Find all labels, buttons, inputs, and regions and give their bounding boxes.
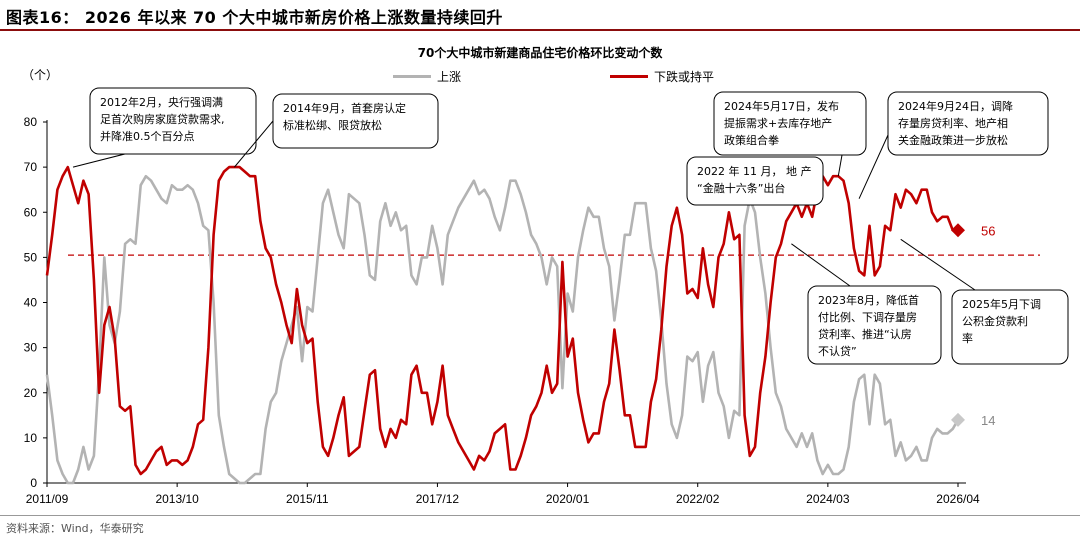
x-tick-label: 2011/09 [26,492,69,506]
end-value-label-rise: 14 [981,413,995,428]
y-tick-label: 70 [24,160,38,174]
series-line-rise [45,174,960,485]
annotation-text: 不认贷” [818,344,857,358]
y-tick-label: 60 [24,205,38,219]
annotation-text: 2025年5月下调 [962,297,1041,311]
legend-item-fall: 下跌或持平 [610,68,714,85]
annotation-text: 2024年5月17日，发布 [724,99,839,113]
annotation-pointer [791,243,851,287]
annotation-text: 足首次购房家庭贷款需求, [100,112,225,126]
annotation-box [89,87,257,155]
annotation-box [272,93,439,149]
annotation-text: 率 [962,331,973,345]
y-tick-label: 80 [24,115,38,129]
x-tick-label: 2020/01 [546,492,590,506]
annotation-pointer [234,120,274,168]
annotation-text: “金融十六条”出台 [697,181,785,195]
legend-swatch-rise [393,75,431,78]
legend-swatch-fall [610,75,648,78]
annotation-text: 2024年9月24日，调降 [898,99,1013,113]
annotation-text: 存量房贷利率、地产相 [898,116,1008,130]
y-tick-label: 20 [24,386,38,400]
annotation-text: 2012年2月，央行强调满 [100,95,223,109]
annotation-text: 2014年9月，首套房认定 [283,101,406,115]
y-tick-label: 50 [24,250,38,264]
annotation-box [807,285,942,365]
annotation-text: 并降准0.5个百分点 [100,129,195,143]
x-tick-label: 2022/02 [676,492,720,506]
legend-label-rise: 上涨 [437,70,462,84]
annotation-pointer [837,154,843,177]
annotation-text: 提振需求+去库存地产 [724,116,832,130]
x-tick-label: 2015/11 [286,492,329,506]
footer-rule [0,515,1080,516]
source-note: 资料来源：Wind，华泰研究 [6,522,144,535]
x-tick-label: 2017/12 [416,492,460,506]
x-tick-label: 2013/10 [155,492,199,506]
y-tick-label: 30 [24,341,38,355]
annotation-text: 付比例、下调存量房 [818,310,917,324]
figure-title: 图表16： 2026 年以来 70 个大中城市新房价格上涨数量持续回升 [6,8,503,27]
chart-title: 70个大中城市新建商品住宅价格环比变动个数 [417,46,663,60]
annotation-box [951,289,1069,365]
annotation-text: 贷利率、推进“认房 [818,327,912,341]
x-tick-label: 2024/03 [806,492,850,506]
annotation-box [686,156,824,206]
annotation-pointer [900,238,976,291]
annotation-text: 标准松绑、限贷放松 [283,118,382,132]
annotation-box [713,91,867,156]
title-rule [0,29,1080,31]
y-tick-label: 10 [24,431,38,445]
x-tick-label: 2026/04 [936,492,980,506]
y-tick-label: 40 [24,296,38,310]
annotation-text: 政策组合拳 [724,133,779,147]
end-marker-fall [951,223,965,238]
annotation-box [887,91,1049,156]
end-marker-rise [951,412,965,427]
end-value-label-fall: 56 [981,223,995,238]
annotation-text: 关金融政策进一步放松 [898,133,1008,147]
annotation-text: 公积金贷款利 [962,314,1028,328]
legend-label-fall: 下跌或持平 [654,70,715,84]
y-tick-label: 0 [30,476,37,490]
annotation-text: 2022 年 11 月， 地 产 [697,164,811,178]
annotation-text: 2023年8月，降低首 [818,293,919,307]
y-unit-label: （个） [22,68,59,82]
legend-item-rise: 上涨 [393,68,461,85]
annotation-pointer [858,134,889,199]
